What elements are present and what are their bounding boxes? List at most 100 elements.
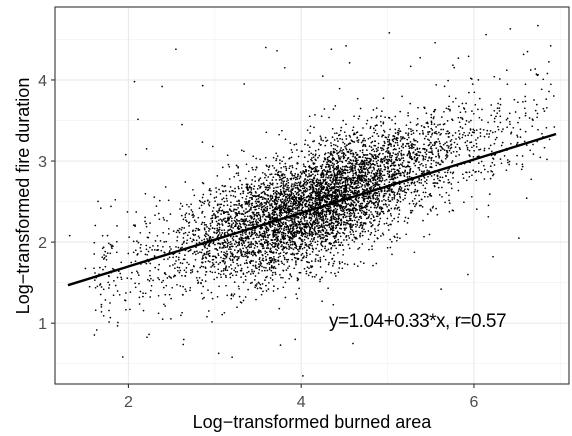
data-point xyxy=(437,161,440,164)
data-point xyxy=(136,240,138,242)
data-point xyxy=(191,240,193,243)
data-point xyxy=(367,197,370,200)
data-point xyxy=(395,239,398,242)
data-point xyxy=(309,240,312,243)
data-point xyxy=(102,314,105,317)
data-point xyxy=(480,119,483,121)
data-point xyxy=(276,208,279,211)
data-point xyxy=(214,216,217,218)
data-point xyxy=(310,271,312,274)
data-point xyxy=(374,155,377,158)
data-point xyxy=(149,246,151,249)
data-point xyxy=(320,115,323,118)
data-point xyxy=(169,265,171,267)
data-point xyxy=(289,165,291,167)
data-point xyxy=(377,224,379,227)
data-point xyxy=(428,130,431,133)
data-point xyxy=(272,271,274,274)
data-point xyxy=(475,208,478,210)
data-point xyxy=(340,126,343,129)
data-point xyxy=(275,240,278,243)
data-point xyxy=(397,154,399,156)
data-point xyxy=(211,297,214,300)
data-point xyxy=(238,222,241,225)
data-point xyxy=(279,199,282,201)
data-point xyxy=(269,207,271,210)
data-point xyxy=(229,251,232,253)
data-point xyxy=(259,220,262,223)
data-point xyxy=(169,213,172,215)
data-point xyxy=(337,222,340,225)
data-point xyxy=(290,275,293,278)
data-point xyxy=(414,149,417,151)
data-point xyxy=(361,159,363,162)
data-point xyxy=(246,250,249,253)
data-point xyxy=(387,224,390,227)
data-point xyxy=(375,150,378,153)
data-point xyxy=(279,162,281,165)
data-point xyxy=(421,129,424,132)
data-point xyxy=(506,117,509,120)
data-point xyxy=(235,241,238,244)
data-point xyxy=(388,181,391,183)
data-point xyxy=(248,185,251,188)
data-point xyxy=(291,164,294,167)
data-point xyxy=(146,336,148,339)
data-point xyxy=(432,153,434,156)
data-point xyxy=(363,195,366,198)
data-point xyxy=(357,139,360,141)
data-point xyxy=(374,125,377,127)
data-point xyxy=(163,258,165,261)
data-point xyxy=(321,245,324,248)
data-point xyxy=(370,175,372,177)
data-point xyxy=(437,124,439,126)
data-point xyxy=(201,297,204,300)
data-point xyxy=(250,206,252,209)
data-point xyxy=(369,160,372,163)
data-point xyxy=(254,253,257,256)
data-point xyxy=(393,236,396,238)
data-point xyxy=(370,163,373,166)
data-point xyxy=(397,190,400,192)
data-point xyxy=(216,295,219,298)
data-point xyxy=(352,170,354,173)
data-point xyxy=(536,116,538,119)
data-point xyxy=(348,189,351,191)
data-point xyxy=(450,138,453,141)
data-point xyxy=(359,149,362,152)
data-point xyxy=(305,244,308,247)
data-point xyxy=(311,244,313,247)
data-point xyxy=(253,223,255,226)
data-point xyxy=(373,240,376,243)
data-point xyxy=(198,237,201,239)
data-point xyxy=(364,145,367,147)
data-point xyxy=(306,220,308,222)
data-point xyxy=(310,170,313,173)
data-point xyxy=(332,212,334,215)
data-point xyxy=(129,291,132,293)
data-point xyxy=(254,264,257,267)
data-point xyxy=(433,109,436,111)
data-point xyxy=(422,191,425,194)
data-point xyxy=(250,242,252,245)
data-point xyxy=(470,78,473,80)
data-point xyxy=(351,168,353,171)
data-point xyxy=(234,240,237,243)
data-point xyxy=(444,201,446,204)
data-point xyxy=(382,134,385,137)
data-point xyxy=(377,229,380,232)
data-point xyxy=(184,274,187,277)
data-point xyxy=(303,196,305,199)
data-point xyxy=(230,272,233,275)
data-point xyxy=(247,256,249,258)
data-point xyxy=(303,228,305,231)
data-point xyxy=(209,270,212,273)
data-point xyxy=(233,208,235,211)
data-point xyxy=(321,75,324,77)
data-point xyxy=(374,154,377,156)
data-point xyxy=(333,194,336,197)
data-point xyxy=(310,191,313,194)
data-point xyxy=(156,245,159,247)
data-point xyxy=(303,217,306,219)
data-point xyxy=(212,206,215,209)
